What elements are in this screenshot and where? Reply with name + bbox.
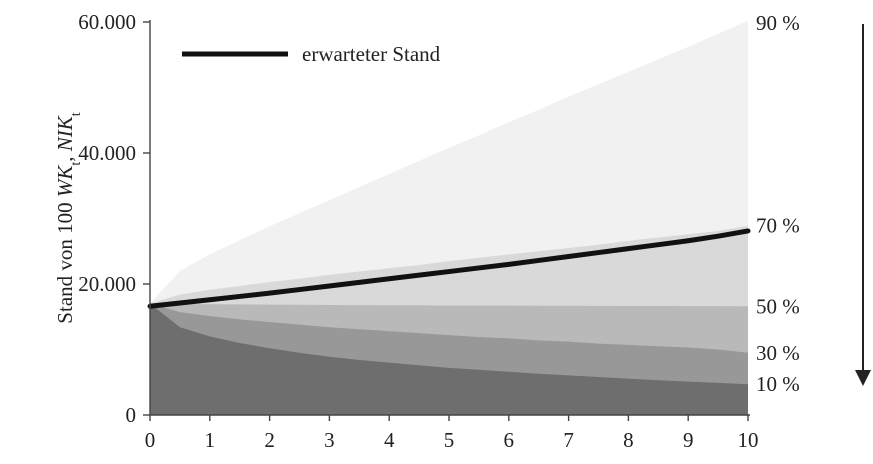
x-tick-label: 8 — [623, 428, 634, 452]
x-tick-label: 3 — [324, 428, 335, 452]
y-tick-label: 0 — [126, 403, 137, 427]
x-tick-label: 0 — [145, 428, 156, 452]
band-label-50: 50 % — [756, 294, 800, 318]
band-label-90: 90 % — [756, 11, 800, 35]
axes — [149, 20, 750, 416]
band-label-70: 70 % — [756, 214, 800, 238]
series-line-erwarteter-stand — [147, 228, 751, 309]
series-layer — [147, 228, 751, 309]
x-tick-label: 7 — [563, 428, 574, 452]
x-tick-label: 9 — [683, 428, 694, 452]
legend: erwarteter Stand — [182, 42, 441, 66]
ticks: 0 1 2 3 4 5 6 7 8 9 10 0 20.000 40.000 60.000 — [78, 10, 758, 452]
side-arrow-head — [855, 370, 871, 386]
y-tick-label: 20.000 — [78, 272, 136, 296]
y-tick-label: 60.000 — [78, 10, 136, 34]
side-arrow — [855, 24, 871, 386]
band-labels: 90 % 70 % 50 % 30 % 10 % — [756, 11, 800, 396]
y-tick-label: 40.000 — [78, 141, 136, 165]
y-axis-title: Stand von 100 WKt, NIKt — [53, 112, 84, 324]
band-label-10: 10 % — [756, 372, 800, 396]
x-tick-label: 2 — [264, 428, 275, 452]
x-tick-label: 4 — [384, 428, 395, 452]
x-tick-label: 6 — [504, 428, 515, 452]
x-tick-label: 5 — [444, 428, 455, 452]
quantile-bands — [150, 20, 748, 415]
x-tick-label: 10 — [738, 428, 759, 452]
band-10-area — [150, 303, 748, 415]
x-tick-label: 1 — [205, 428, 216, 452]
legend-label-erwarteter-stand: erwarteter Stand — [302, 42, 441, 66]
band-label-30: 30 % — [756, 341, 800, 365]
